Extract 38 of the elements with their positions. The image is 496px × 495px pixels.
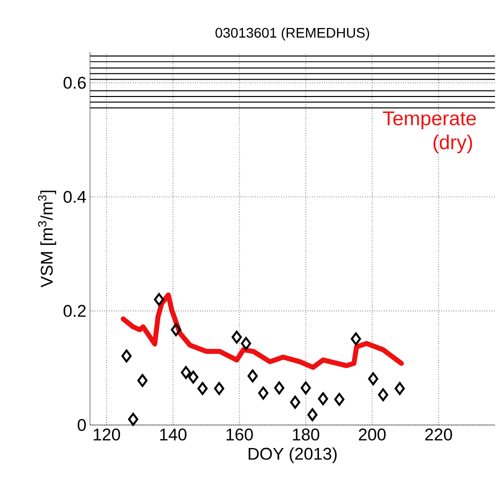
point xyxy=(334,392,344,406)
x-tick-label: 160 xyxy=(226,428,253,441)
y-tick-label: 0.4 xyxy=(64,190,86,203)
point xyxy=(240,336,252,350)
x-tick-label: 120 xyxy=(94,428,120,441)
point xyxy=(197,382,208,395)
point xyxy=(368,372,378,386)
point xyxy=(290,396,300,409)
x-tick-label: 140 xyxy=(160,428,186,441)
point xyxy=(350,332,362,346)
point xyxy=(137,374,148,387)
point xyxy=(378,388,388,402)
point xyxy=(214,382,224,395)
y-axis-title: VSM [m$^{3}$/m$^{3}$] xyxy=(38,190,56,288)
point xyxy=(121,350,132,362)
x-tick-label: 180 xyxy=(292,428,320,441)
point xyxy=(307,408,318,422)
point xyxy=(170,323,182,336)
point xyxy=(258,386,268,400)
x-axis-title: DOY (2013) xyxy=(248,447,337,464)
y-tick-label: 0.2 xyxy=(64,304,86,317)
point xyxy=(232,330,242,344)
point xyxy=(180,366,192,380)
point xyxy=(274,381,284,394)
point xyxy=(188,370,198,384)
point xyxy=(300,381,311,394)
point xyxy=(248,369,258,382)
chart-title: 03013601 (REMEDHUS) xyxy=(216,28,370,40)
point xyxy=(394,382,405,395)
y-tick-label: 0.6 xyxy=(64,76,86,89)
x-tick-label: 220 xyxy=(425,428,452,441)
x-tick-label: 200 xyxy=(358,428,386,441)
line-series xyxy=(120,292,404,370)
point xyxy=(154,293,164,306)
point xyxy=(128,412,138,426)
point xyxy=(318,392,328,406)
annotation: Temperate (dry) xyxy=(383,111,476,154)
y-tick-label: 0 xyxy=(78,419,86,431)
